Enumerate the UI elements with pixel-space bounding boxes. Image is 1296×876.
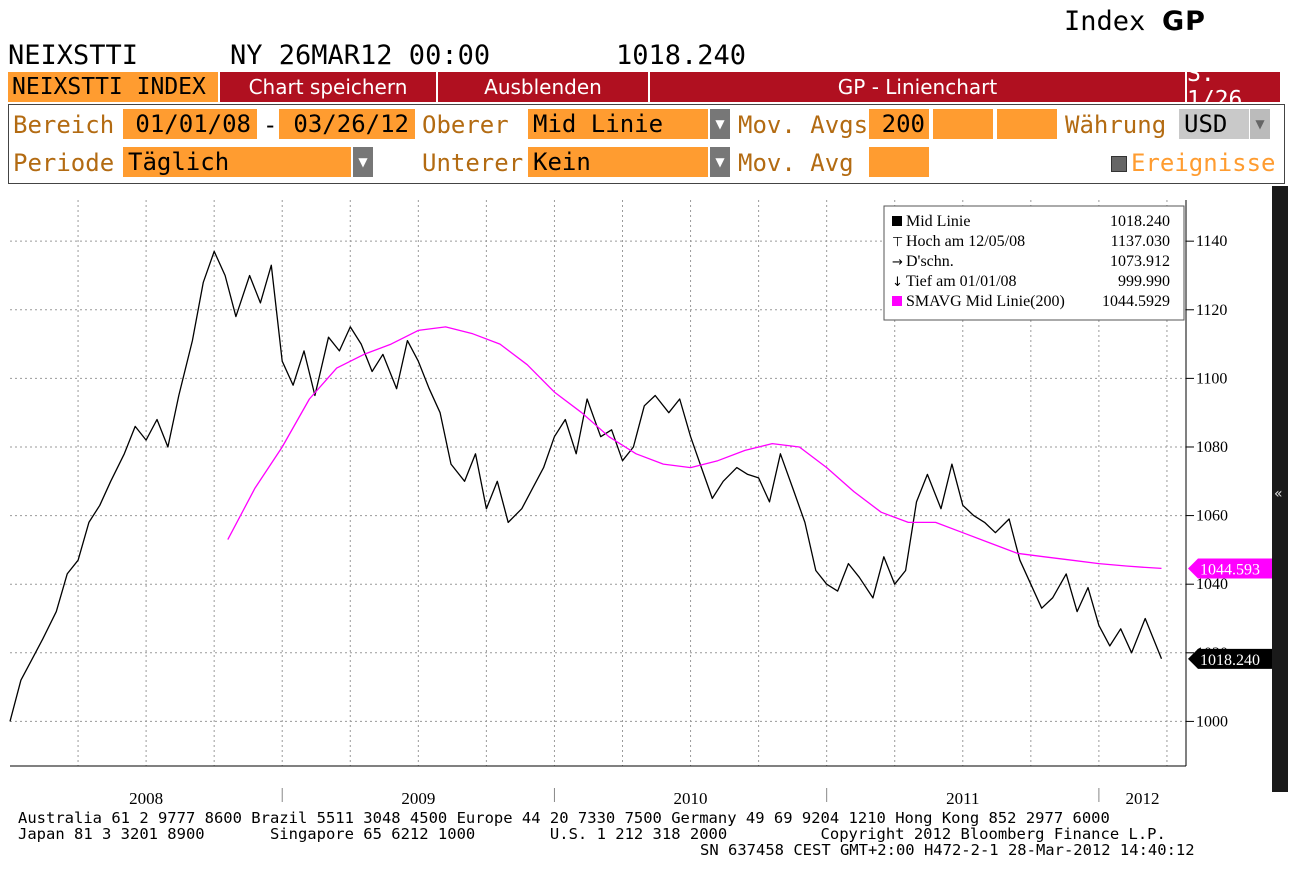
mov-avg-label: Mov. Avg: [738, 149, 854, 177]
legend-label: Mid Linie: [906, 213, 970, 230]
legend-value: 1044.5929: [1102, 293, 1170, 310]
function-code: GP: [1162, 6, 1206, 37]
legend-symbol: ↓: [892, 275, 903, 290]
legend-value: 1073.912: [1110, 253, 1170, 270]
footer-contacts-line-2: Japan 81 3 3201 8900 Singapore 65 6212 1…: [18, 825, 1166, 843]
period-label: Periode: [13, 149, 115, 177]
legend-label: SMAVG Mid Linie(200): [906, 293, 1065, 310]
series-line-smavg-mid-linie-200-: [227, 326, 1162, 570]
ticker-symbol: NEIXSTTI: [8, 40, 139, 71]
range-start-field[interactable]: 01/01/08: [123, 109, 257, 139]
y-tick-label: 1100: [1196, 370, 1227, 387]
hide-button[interactable]: Ausblenden: [438, 72, 650, 102]
chart-legend: Mid Linie 1018.240 ⊤ Hoch am 12/05/08 1137.0…: [883, 205, 1185, 321]
page-indicator[interactable]: S. 1/26: [1185, 61, 1280, 113]
legend-value: 1137.030: [1111, 233, 1170, 250]
legend-symbol: →: [892, 255, 903, 270]
legend-label: Tief am 01/01/08: [906, 273, 1017, 290]
x-tick-label: 2008: [129, 789, 163, 808]
x-tick-label: 2010: [674, 789, 708, 808]
legend-swatch: [892, 296, 902, 306]
y-tick-label: 1140: [1196, 233, 1227, 250]
legend-box: [883, 205, 1185, 321]
x-tick-label: 2009: [401, 789, 435, 808]
currency-label: Währung: [1065, 111, 1167, 139]
sma-value-tag-bg: [1188, 558, 1274, 579]
axes: 1000102010401060108011001120114020082009…: [10, 200, 1228, 808]
save-chart-button[interactable]: Chart speichern: [220, 72, 438, 102]
y-tick-label: 1000: [1196, 713, 1228, 730]
upper-select[interactable]: Mid Linie: [528, 109, 708, 139]
y-tick-label: 1060: [1196, 508, 1228, 525]
range-separator: -: [263, 111, 278, 139]
lower-label: Unterer: [422, 149, 524, 177]
mov-avgs-label: Mov. Avgs: [738, 111, 869, 139]
x-tick-label: 2012: [1125, 789, 1159, 808]
sma-value-tag: 1044.593: [1200, 561, 1260, 578]
line-chart: 1000102010401060108011001120114020082009…: [9, 186, 1288, 808]
mov-avg-lower-field[interactable]: [869, 147, 929, 177]
legend-label: D'schn.: [906, 253, 954, 270]
security-field[interactable]: NEIXSTTI INDEX: [8, 72, 220, 102]
last-value: 1018.240: [616, 40, 747, 71]
scroll-bar: [1272, 186, 1288, 792]
last-value-tag-bg: [1188, 648, 1274, 669]
legend-label: Hoch am 12/05/08: [906, 233, 1025, 250]
mov-avg-1-field[interactable]: 200: [869, 109, 929, 139]
mov-avg-2-field[interactable]: [933, 109, 993, 139]
y-tick-label: 1080: [1196, 439, 1228, 456]
right-scroll-bar: «: [1272, 186, 1288, 792]
range-label: Bereich: [13, 111, 115, 139]
period-select[interactable]: Täglich: [123, 147, 351, 177]
settings-panel: Bereich 01/01/08 - 03/26/12 Oberer Mid L…: [8, 104, 1285, 184]
collapse-arrow-icon[interactable]: «: [1274, 486, 1283, 502]
value-tags: 1044.593 1018.240: [1188, 558, 1274, 669]
events-checkbox[interactable]: [1111, 156, 1127, 172]
lower-dropdown-icon[interactable]: ▼: [710, 147, 730, 177]
legend-swatch: [892, 216, 902, 226]
legend-value: 999.990: [1118, 273, 1170, 290]
legend-symbol: ⊤: [892, 235, 903, 250]
events-label: Ereignisse: [1131, 149, 1276, 177]
index-label: Index: [1064, 6, 1146, 37]
toolbar: NEIXSTTI INDEX Chart speichern Ausblende…: [8, 61, 1280, 113]
series: [9, 250, 1163, 722]
footer-session-info: SN 637458 CEST GMT+2:00 H472-2-1 28-Mar-…: [700, 841, 1195, 859]
last-value-tag: 1018.240: [1200, 652, 1260, 669]
y-tick-label: 1040: [1196, 576, 1228, 593]
upper-dropdown-icon[interactable]: ▼: [710, 109, 730, 139]
range-end-field[interactable]: 03/26/12: [279, 109, 415, 139]
legend-value: 1018.240: [1110, 213, 1170, 230]
upper-label: Oberer: [422, 111, 509, 139]
mov-avg-3-field[interactable]: [997, 109, 1057, 139]
footer-contacts-line-1: Australia 61 2 9777 8600 Brazil 5511 304…: [18, 809, 1110, 827]
x-tick-label: 2011: [946, 789, 979, 808]
series-line-mid-linie: [9, 250, 1163, 722]
y-tick-label: 1120: [1196, 302, 1227, 319]
lower-select[interactable]: Kein: [528, 147, 708, 177]
currency-dropdown-icon[interactable]: ▼: [1250, 109, 1270, 139]
currency-select[interactable]: USD: [1179, 109, 1249, 139]
period-dropdown-icon[interactable]: ▼: [353, 147, 373, 177]
quote-datetime: NY 26MAR12 00:00: [230, 40, 491, 71]
chart-type-title: GP - Linienchart: [837, 75, 998, 99]
